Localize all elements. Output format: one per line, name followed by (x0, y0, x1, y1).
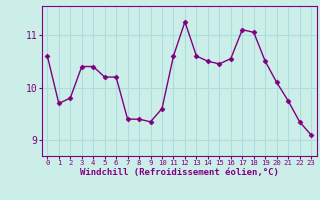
X-axis label: Windchill (Refroidissement éolien,°C): Windchill (Refroidissement éolien,°C) (80, 168, 279, 177)
